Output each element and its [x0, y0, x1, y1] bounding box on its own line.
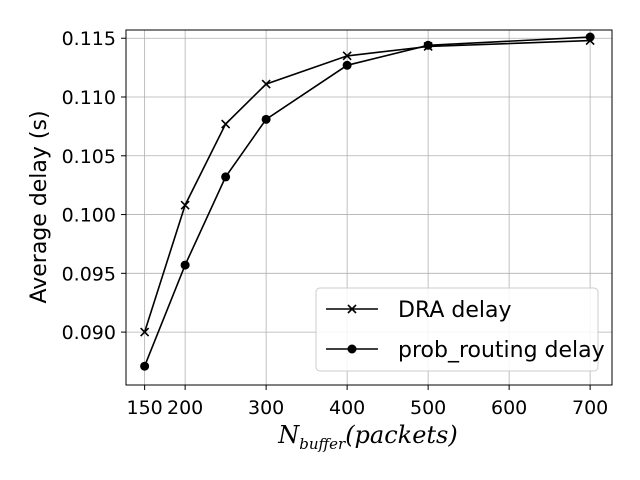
data-point-x-marker	[180, 200, 190, 210]
legend-label-dra-delay: DRA delay	[398, 298, 512, 323]
x-axis-title-rest: (packets)	[345, 421, 458, 449]
x-tick-label: 400	[329, 397, 365, 419]
x-tick-label: 200	[167, 397, 203, 419]
x-axis-ticks: 150 200 300 400 500 600 700	[126, 385, 608, 419]
data-point-x-marker	[221, 119, 231, 129]
y-tick-label: 0.115	[62, 28, 116, 50]
legend-marker-x	[347, 304, 357, 314]
data-point-x-marker	[342, 51, 352, 61]
data-point-circle-marker	[423, 40, 433, 50]
x-tick-label: 700	[572, 397, 608, 419]
x-tick-label: 500	[410, 397, 446, 419]
data-point-x-marker	[140, 327, 150, 337]
data-point-circle-marker	[585, 32, 595, 42]
y-tick-label: 0.110	[62, 87, 116, 109]
legend-marker-circle	[347, 344, 357, 354]
y-tick-label: 0.100	[62, 205, 116, 227]
x-tick-label: 600	[491, 397, 527, 419]
x-axis-title: Nbuffer(packets)	[277, 421, 457, 453]
data-point-circle-marker	[261, 114, 271, 124]
data-point-circle-marker	[180, 260, 190, 270]
legend-entry-dra-delay: DRA delay	[326, 298, 512, 323]
y-tick-label: 0.090	[62, 322, 116, 344]
y-tick-label: 0.105	[62, 146, 116, 168]
x-tick-label: 300	[248, 397, 284, 419]
series-prob-routing-delay	[140, 32, 595, 371]
series-layer	[140, 32, 595, 371]
data-point-x-marker	[261, 79, 271, 89]
x-axis-title-subscript: buffer	[299, 435, 346, 453]
data-point-circle-marker	[342, 60, 352, 70]
x-axis-title-main: N	[277, 421, 300, 449]
x-tick-label: 150	[126, 397, 162, 419]
legend: DRA delay prob_routing delay	[315, 287, 605, 372]
y-tick-label: 0.095	[62, 263, 116, 285]
y-axis-ticks: 0.090 0.095 0.100 0.105 0.110 0.115	[62, 28, 126, 344]
data-point-circle-marker	[221, 172, 231, 182]
legend-box	[315, 287, 599, 372]
grid-lines	[126, 30, 612, 385]
data-point-circle-marker	[140, 361, 150, 371]
legend-label-prob-routing-delay: prob_routing delay	[398, 338, 605, 363]
plot-area	[125, 29, 613, 386]
legend-entry-prob-routing-delay: prob_routing delay	[326, 338, 605, 363]
y-axis-title: Average delay (s)	[27, 110, 52, 303]
